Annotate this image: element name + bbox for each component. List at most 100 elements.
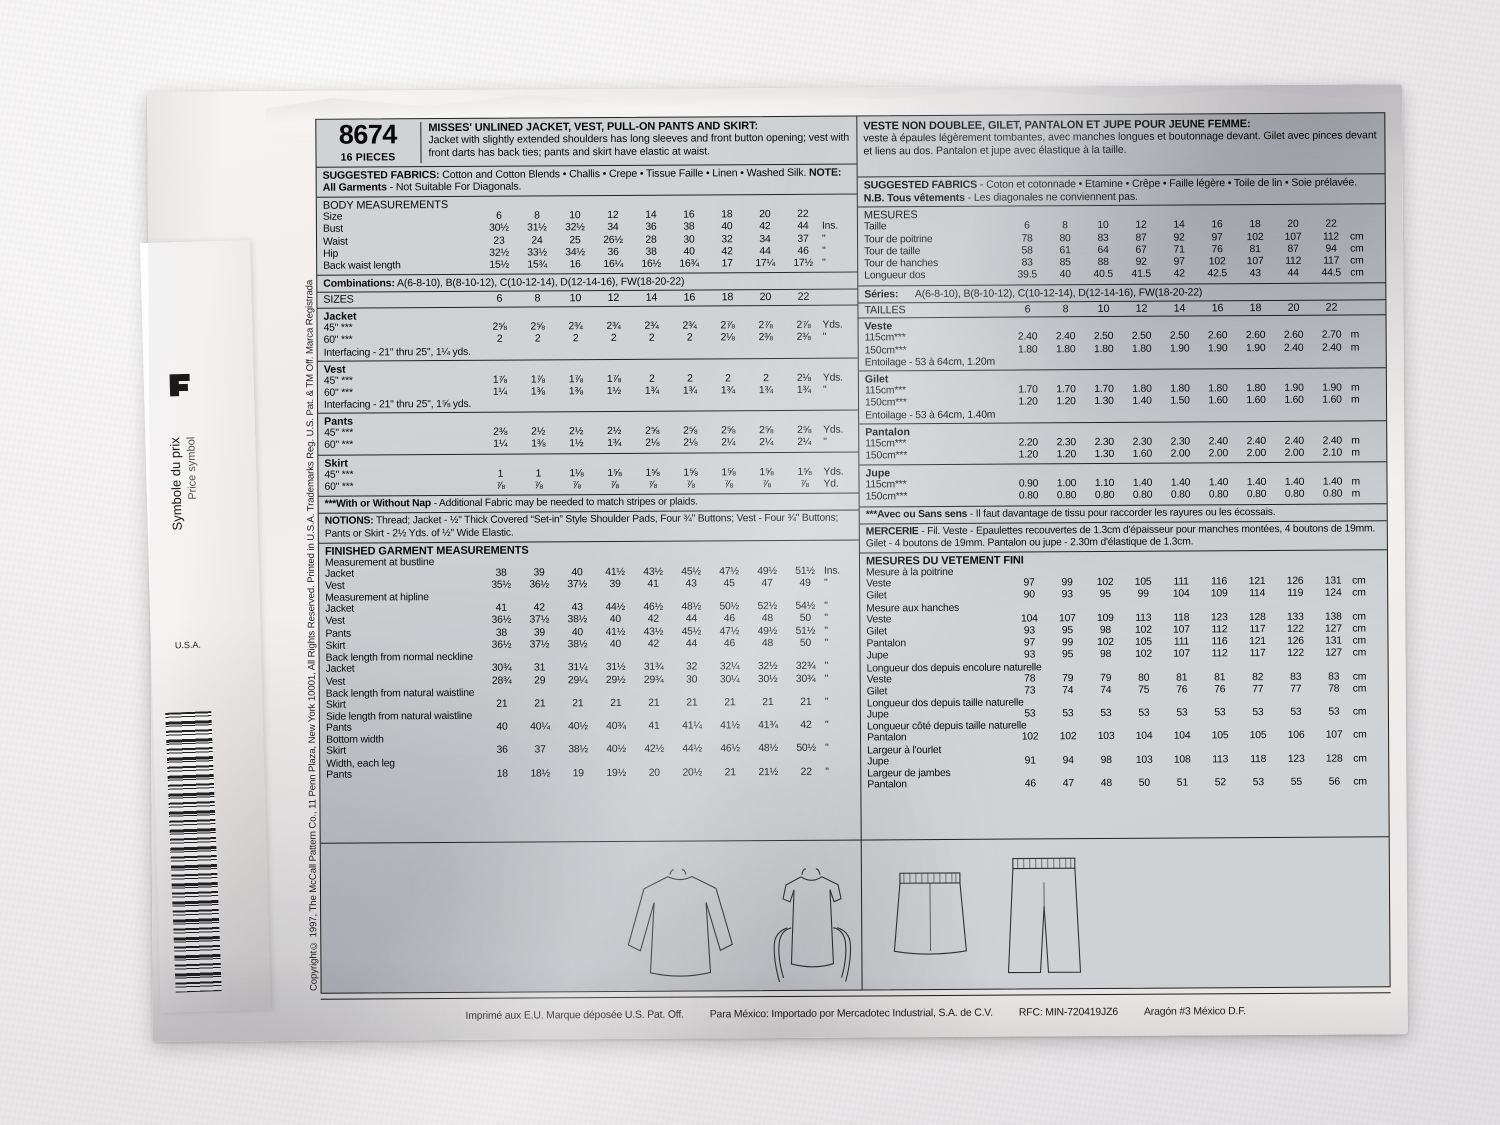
row-value: 71 [1173,244,1185,256]
row-value: 105 [1211,730,1229,742]
row-value: 38½ [568,744,588,756]
row-unit: Yds. [822,319,843,331]
row-value: 47 [1062,778,1074,790]
row-value: 30½ [757,673,778,685]
row-value: 29½ [605,674,626,686]
row-value: 111 [1173,636,1190,648]
row-value: 109 [1096,612,1114,624]
yardage-table: 115cm*** 2.40 2.40 2.50 2.50 2.50 2.60 2.60 2.60… [865,330,1381,358]
row-value: 2.40 [1017,331,1038,343]
row-label: 60" *** [324,481,354,493]
row-value: 8 [1062,302,1069,315]
row-value: 2⅝ [530,321,545,333]
row-value: 41½ [605,566,625,578]
row-value: 2½ [607,426,622,438]
row-value: 18 [1249,219,1261,231]
row-value: 14 [1173,302,1186,315]
row-value: 6 [1024,220,1030,232]
row-value: 107 [1173,624,1190,636]
row-label: Jupe [867,755,889,768]
row-unit: cm [1353,753,1367,765]
footer-legal-line: Imprimé aux E.U. Marque déposée U.S. Pat… [320,992,1391,1033]
interfacing-note: Entoilage - 53 à 64cm, 1.20m [864,356,995,369]
row-value: 122 [1287,623,1304,635]
row-value: 1.00 [1056,478,1077,490]
row-value: 107 [1058,612,1076,624]
row-value: 31½ [527,222,547,234]
row-value: 102 [1096,576,1114,589]
row-value: 104 [1135,731,1153,743]
row-value: 95 [1061,625,1074,637]
printed-information-panel: 8674 16 PIECES MISSES' UNLINED JACKET, V… [315,112,1391,994]
row-value: 103 [1097,731,1115,743]
row-label: Hip [323,248,339,260]
row-value: 44 [759,245,771,257]
row-value: 46 [1024,778,1036,790]
row-value: 1 [535,468,542,480]
row-value: 1.90 [1169,343,1190,355]
row-unit [822,291,852,304]
row-label: Back waist length [323,260,401,272]
row-value: 1.10 [1094,478,1115,490]
row-label: Skirt [326,745,346,758]
finished-measurements-fr: MESURES DU VETEMENT FINI Mesure à la poi… [860,550,1388,793]
envelope-side-flap: Price symbol Symbole du prix U.S.A. [139,240,271,1013]
row-unit: " [824,577,828,589]
row-value: 20 [648,767,660,779]
row-value: 47 [761,577,773,590]
row-value: 2.40 [1284,435,1305,447]
row-value: 1.80 [1093,343,1114,355]
row-value: 46½ [643,601,664,614]
row-value: 41 [495,602,507,614]
row-value: 97 [1023,577,1035,589]
row-label: Pants [325,628,352,640]
row-value: 40½ [568,721,588,733]
nap-text-en: - Additional Fabric may be needed to mat… [430,496,698,510]
row-value: 88 [1097,257,1109,269]
row-value: 2½ [531,426,546,438]
row-value: 1.40 [1322,476,1343,488]
row-value: 127 [1325,647,1342,659]
row-value: 0.80 [1132,490,1153,502]
row-value: 18 [721,209,733,221]
row-value: 2.50 [1131,331,1152,343]
row-value: 2 [496,334,503,346]
row-value: 15½ [489,259,510,271]
row-label: Veste [866,578,892,590]
row-value: 28¾ [491,675,512,687]
yardage-block: Pants 45" *** 2⅜ 2½ 2½ 2½ 2⅝ 2⅝ 2⅝ 2⅝ 2⅝ Yds. 60" **… [318,410,859,456]
nap-text-fr: - Il faut davantage de tissu pour raccor… [967,506,1276,520]
row-value: 1.40 [1208,477,1229,489]
row-value: 1¾ [682,385,697,397]
row-value: 81 [1249,243,1261,256]
row-unit: cm [1350,267,1364,279]
row-value: 113 [1135,612,1152,624]
yardage-section-fr: Veste 115cm*** 2.40 2.40 2.50 2.50 2.50 2.60 2.6… [858,315,1387,508]
row-value: 1⅝ [721,466,736,479]
yardage-block: Pantalon 115cm*** 2.20 2.30 2.30 2.30 2.30 2.40… [859,420,1387,466]
row-value: 38½ [567,639,588,651]
row-value: 112 [1211,648,1228,660]
row-value: 29¼ [567,674,588,686]
row-value: 36½ [491,639,512,651]
row-value: 8 [534,210,540,222]
yardage-table: 45" *** 2⅝ 2⅝ 2¾ 2¾ 2¾ 2¾ 2⅞ 2⅞ 2⅞ Yds. 60" *** 2 2 2 2… [324,320,853,348]
row-value: 17½ [793,257,814,270]
row-value: 30¾ [491,662,512,674]
row-value: 79 [1100,672,1112,684]
row-value: 2.40 [1321,342,1342,354]
row-label: Skirt [325,699,346,711]
row-value: 1.80 [1170,383,1190,395]
row-value: 138 [1324,611,1342,623]
row-value: 31 [533,662,546,674]
row-unit: " [825,743,829,755]
row-value: 122 [1287,648,1304,660]
yardage-table: 45" *** 2⅜ 2½ 2½ 2½ 2⅝ 2⅝ 2⅝ 2⅝ 2⅝ Yds. 60" *** 1¼ 1⅜… [324,425,853,453]
row-value: 1 [497,468,504,480]
row-unit: " [824,660,829,672]
row-value: 43 [571,602,583,614]
row-value: 123 [1287,753,1305,765]
row-value: 1.40 [1284,476,1305,488]
row-value: 76 [1176,684,1188,696]
nap-label-en: ***With or Without Nap [324,498,432,510]
